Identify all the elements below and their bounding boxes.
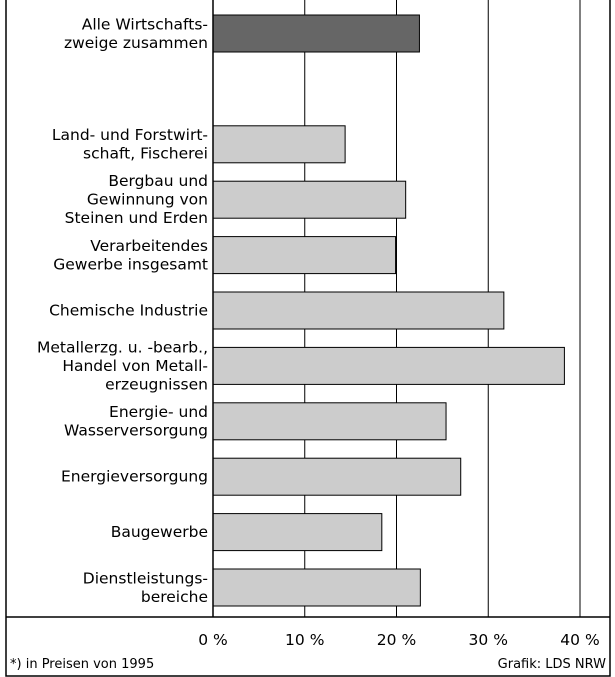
bar [212,346,565,385]
bar [212,14,420,53]
y-tick-label: Verarbeitendes Gewerbe insgesamt [53,237,208,274]
bar [212,236,397,275]
x-tick-label: 40 % [560,631,599,649]
footnote: *) in Preisen von 1995 [10,657,154,672]
y-tick-label: Chemische Industrie [49,302,208,320]
x-tick-label: 0 % [198,631,228,649]
bar [212,457,462,496]
bar [212,180,407,219]
x-tick-label: 20 % [377,631,416,649]
y-tick-label: Alle Wirtschafts-zweige zusammen [64,15,208,52]
y-tick-label: Bergbau und Gewinnung von Steinen und Erde… [65,172,208,227]
x-tick-label: 10 % [285,631,324,649]
source: Grafik: LDS NRW [498,657,606,672]
y-tick-label: Energie- und Wasserversorgung [64,403,208,440]
bar [212,568,421,607]
y-tick-label: Land- und Forstwirt-schaft, Fischerei [52,126,208,163]
bar [212,125,346,164]
bar [212,291,505,330]
y-tick-label: Baugewerbe [111,523,208,541]
y-tick-label: Dienstleistungs-bereiche [83,569,208,606]
bar [212,402,447,441]
y-tick-label: Metallerzg. u. -bearb., Handel von Metall… [37,338,208,393]
y-tick-label: Energieversorgung [61,468,208,486]
bar [212,513,383,552]
frame [5,0,611,677]
x-tick-label: 30 % [469,631,508,649]
